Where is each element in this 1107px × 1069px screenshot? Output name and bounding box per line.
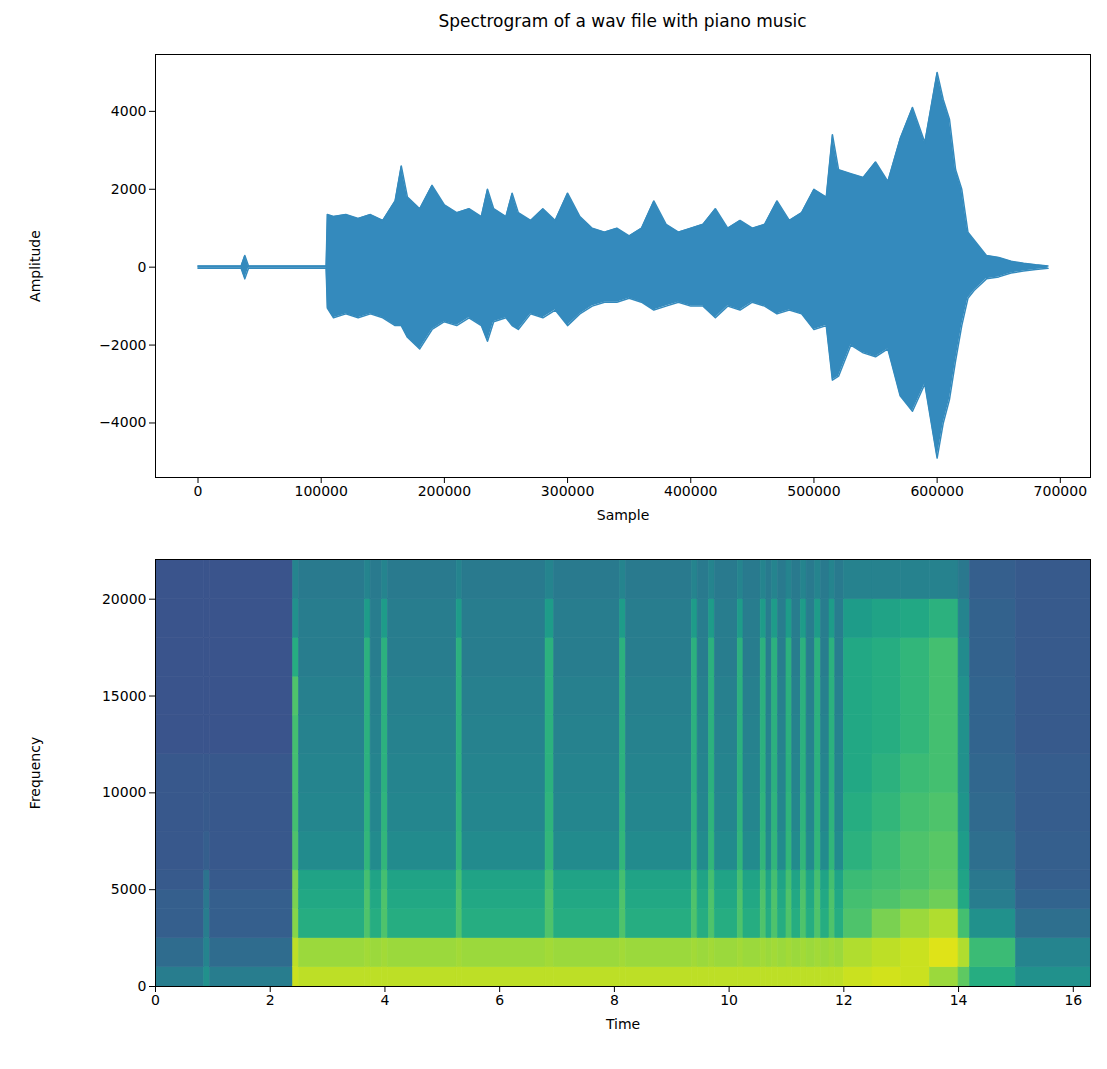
svg-text:0: 0 [151,992,160,1008]
svg-text:300000: 300000 [541,483,594,499]
svg-text:400000: 400000 [664,483,717,499]
svg-text:−4000: −4000 [99,414,146,430]
svg-text:100000: 100000 [294,483,347,499]
svg-text:0: 0 [194,483,203,499]
svg-text:6: 6 [495,992,504,1008]
svg-text:600000: 600000 [910,483,963,499]
svg-text:Sample: Sample [597,507,650,523]
svg-text:8: 8 [610,992,619,1008]
svg-text:2: 2 [266,992,275,1008]
svg-text:200000: 200000 [418,483,471,499]
svg-text:20000: 20000 [102,591,147,607]
svg-text:12: 12 [835,992,853,1008]
svg-text:4: 4 [380,992,389,1008]
svg-text:10000: 10000 [102,784,147,800]
svg-text:16: 16 [1064,992,1082,1008]
svg-text:2000: 2000 [111,181,147,197]
svg-text:500000: 500000 [787,483,840,499]
svg-text:Time: Time [605,1016,640,1032]
svg-text:5000: 5000 [111,881,147,897]
svg-text:10: 10 [720,992,738,1008]
svg-text:Frequency: Frequency [27,737,43,809]
html-text:Spectrogram of a wav file with: Spectrogram of a wav file with piano mus… [438,11,807,31]
svg-text:0: 0 [138,259,147,275]
svg-text:4000: 4000 [111,103,147,119]
svg-text:700000: 700000 [1034,483,1087,499]
svg-text:Amplitude: Amplitude [27,230,43,302]
svg-text:15000: 15000 [102,688,147,704]
svg-text:0: 0 [138,978,147,994]
svg-text:−2000: −2000 [99,337,146,353]
svg-text:14: 14 [950,992,968,1008]
